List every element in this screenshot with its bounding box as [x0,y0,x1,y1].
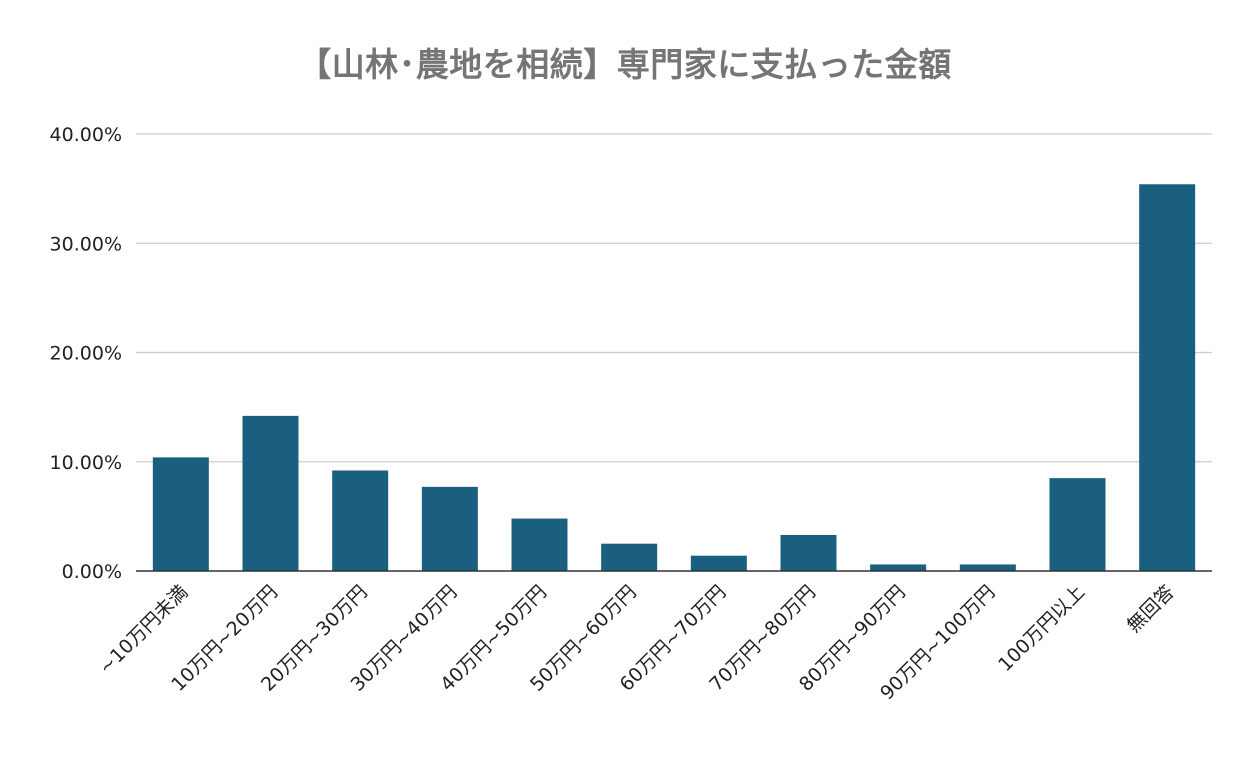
gridlines [136,133,1212,463]
bar [959,564,1016,571]
bar [601,543,658,571]
bar [242,415,299,571]
y-tick-label: 10.00% [50,452,122,474]
y-tick-label: 0.00% [62,561,122,583]
bar [332,470,389,571]
y-tick-label: 30.00% [50,233,122,255]
bar [511,518,568,571]
x-tick-label: 無回答 [1123,581,1179,637]
bar [780,534,837,571]
x-tick-label: ~10万円未満 [95,581,193,679]
bar [870,564,927,571]
x-axis-category-labels: ~10万円未満10万円~20万円20万円~30万円30万円~40万円40万円~5… [95,581,1179,704]
y-axis-tick-labels: 0.00% 10.00% 20.00% 30.00% 40.00% [50,124,122,583]
x-tick-label: 100万円以上 [994,581,1089,676]
bars [152,184,1196,571]
bar [1049,478,1106,571]
y-tick-label: 40.00% [50,124,122,146]
y-tick-label: 20.00% [50,343,122,365]
bar [1139,184,1196,571]
bar [421,486,478,571]
chart-title: 【山林･農地を相続】専門家に支払った金額 [298,45,952,84]
bar [152,457,209,571]
bar [690,555,747,571]
